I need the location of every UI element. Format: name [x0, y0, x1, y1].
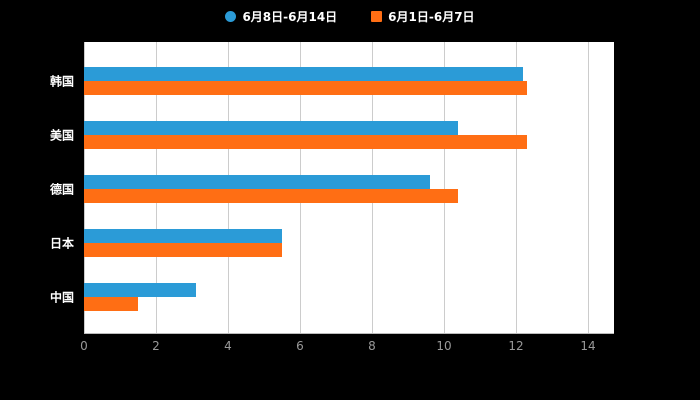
x-tick-label-8: 8 [368, 339, 376, 353]
bar-美国-series-1 [84, 135, 527, 149]
category-label-4: 中国 [49, 290, 74, 305]
x-tick-label-12: 12 [508, 339, 524, 353]
legend-label: 6月8日-6月14日 [242, 10, 338, 24]
gridline-14 [588, 42, 589, 333]
x-tick-label-14: 14 [580, 339, 596, 353]
chart-legend: 6月8日-6月14日 6月1日-6月7日 [0, 8, 700, 25]
category-label-1: 美国 [49, 128, 74, 143]
x-tick-label-2: 2 [152, 339, 160, 353]
x-tick-label-0: 0 [80, 339, 88, 353]
gridline-10 [444, 42, 445, 333]
bar-韩国-series-0 [84, 67, 524, 81]
bar-德国-series-1 [84, 189, 459, 203]
legend-marker-square-icon [371, 11, 383, 22]
x-tick-label-4: 4 [224, 339, 232, 353]
category-label-0: 韩国 [49, 74, 74, 89]
bar-中国-series-1 [84, 297, 138, 311]
bar-韩国-series-1 [84, 81, 527, 95]
bar-德国-series-0 [84, 175, 430, 189]
legend-item-1[interactable]: 6月1日-6月7日 [371, 8, 475, 25]
x-tick-label-6: 6 [296, 339, 304, 353]
category-label-3: 日本 [49, 236, 74, 251]
category-label-2: 德国 [49, 182, 74, 197]
legend-marker-circle-icon [225, 11, 237, 22]
legend-label: 6月1日-6月7日 [388, 10, 475, 24]
legend-item-0[interactable]: 6月8日-6月14日 [225, 8, 337, 25]
bar-中国-series-0 [84, 283, 196, 297]
x-tick-label-10: 10 [436, 339, 452, 353]
bar-日本-series-1 [84, 243, 282, 257]
gridline-12 [516, 42, 517, 333]
plot-area [84, 42, 614, 334]
bar-美国-series-0 [84, 121, 459, 135]
bar-日本-series-0 [84, 229, 282, 243]
